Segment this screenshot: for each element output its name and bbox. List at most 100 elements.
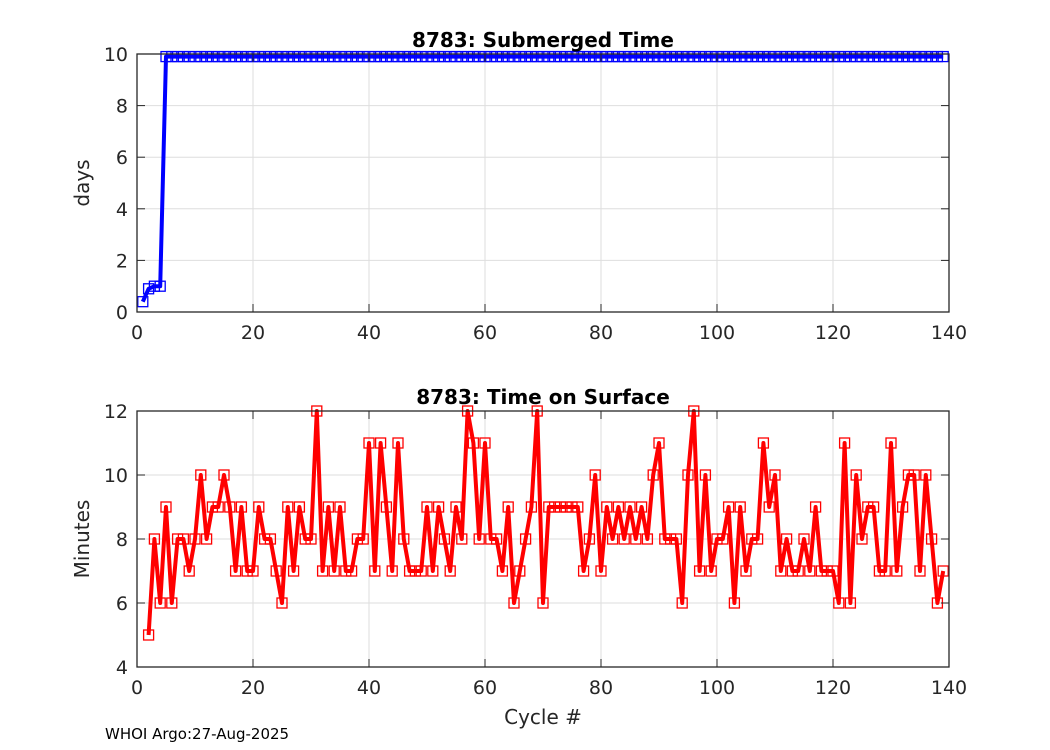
- data-point-marker: [856, 50, 868, 63]
- data-point-marker: [270, 50, 282, 63]
- data-point-marker: [554, 50, 567, 63]
- data-point-marker: [247, 565, 259, 577]
- data-point-marker: [276, 50, 288, 63]
- x-axis-label: Cycle #: [504, 705, 582, 729]
- y-tick-label: 2: [116, 250, 128, 272]
- data-point-marker: [316, 50, 329, 63]
- y-tick-label: 8: [116, 96, 128, 118]
- plot-2: 0 20 40 60 80 100 120 140 4 6 8 10 12 8783: Time on S…: [70, 385, 967, 729]
- data-point-marker: [670, 533, 683, 545]
- data-point-marker: [780, 50, 793, 63]
- data-point-marker: [612, 501, 625, 513]
- data-point-marker: [241, 50, 253, 63]
- data-point-marker: [833, 50, 845, 63]
- data-point-marker: [624, 50, 636, 63]
- data-point-marker: [844, 50, 857, 63]
- chart-title: 8783: Time on Surface: [416, 385, 670, 409]
- data-point-marker: [479, 437, 491, 449]
- data-point-marker: [183, 565, 195, 577]
- data-point-marker: [519, 50, 532, 63]
- data-point-marker: [427, 565, 439, 577]
- data-point-marker: [160, 501, 172, 513]
- data-point-marker: [548, 501, 561, 513]
- data-point-marker: [409, 565, 422, 577]
- data-point-marker: [253, 501, 265, 513]
- data-point-marker: [676, 50, 688, 63]
- data-point-marker: [908, 469, 920, 481]
- data-point-marker: [398, 50, 410, 63]
- data-point-marker: [862, 50, 874, 63]
- data-point-marker: [804, 50, 816, 63]
- data-point-marker: [340, 50, 352, 63]
- data-point-marker: [258, 50, 271, 63]
- data-point-marker: [757, 50, 770, 63]
- data-point-marker: [508, 50, 520, 63]
- data-point-marker: [311, 50, 323, 63]
- data-point-marker: [850, 469, 862, 481]
- data-point-marker: [554, 501, 567, 513]
- plot-1: 0 20 40 60 80 100 120 140 0 2 4 6 8 10 8783: Submerged…: [70, 28, 967, 344]
- data-point-marker: [392, 50, 404, 63]
- data-point-marker: [490, 50, 503, 63]
- data-point-marker: [322, 50, 335, 63]
- data-point-marker: [763, 50, 775, 63]
- data-point-marker: [235, 501, 248, 513]
- data-point-marker: [177, 533, 190, 545]
- data-point-marker: [786, 565, 799, 577]
- data-point-marker: [166, 597, 178, 609]
- data-point-marker: [885, 437, 897, 449]
- x-tick-label: 100: [699, 677, 735, 699]
- data-point-marker: [450, 501, 462, 513]
- data-point-marker: [722, 50, 735, 63]
- data-point-marker: [438, 50, 451, 63]
- data-point-marker: [879, 50, 891, 63]
- data-point-marker: [601, 50, 613, 63]
- y-axis-label: days: [70, 159, 94, 206]
- data-point-marker: [224, 501, 236, 513]
- data-point-marker: [392, 437, 404, 449]
- data-point-marker: [212, 501, 224, 513]
- data-point-marker: [601, 501, 613, 513]
- data-point-marker: [664, 533, 677, 545]
- data-point-marker: [148, 533, 161, 545]
- data-point-marker: [659, 50, 671, 63]
- data-point-marker: [415, 50, 427, 63]
- series-line: [140, 54, 944, 303]
- data-point-marker: [467, 437, 480, 449]
- data-point-marker: [473, 533, 485, 545]
- data-point-marker: [264, 533, 277, 545]
- data-point-marker: [798, 50, 810, 63]
- data-point-marker: [589, 50, 601, 63]
- data-point-marker: [514, 50, 526, 63]
- data-point-marker: [751, 533, 764, 545]
- data-point-marker: [618, 533, 630, 545]
- data-point-marker: [577, 565, 590, 577]
- data-point-marker: [815, 565, 828, 577]
- data-point-marker: [548, 50, 561, 63]
- data-point-marker: [496, 50, 509, 63]
- data-point-marker: [171, 50, 184, 63]
- data-point-marker: [896, 50, 909, 63]
- x-tick-label: 0: [131, 322, 143, 344]
- data-point-marker: [276, 597, 288, 609]
- data-point-marker: [856, 533, 868, 545]
- data-point-marker: [206, 50, 219, 63]
- y-tick-label: 10: [104, 44, 128, 66]
- data-point-marker: [328, 565, 340, 577]
- data-point-marker: [456, 533, 468, 545]
- data-point-marker: [867, 50, 880, 63]
- data-point-marker: [456, 50, 468, 63]
- data-point-marker: [937, 565, 949, 577]
- data-point-marker: [154, 597, 166, 609]
- data-point-marker: [769, 469, 781, 481]
- data-point-marker: [705, 50, 717, 63]
- data-point-marker: [177, 50, 190, 63]
- data-point-marker: [485, 533, 497, 545]
- data-point-marker: [380, 501, 393, 513]
- data-point-marker: [380, 50, 393, 63]
- data-point-marker: [937, 50, 949, 63]
- data-point-marker: [775, 565, 787, 577]
- data-point-marker: [160, 50, 172, 63]
- data-point-marker: [502, 501, 514, 513]
